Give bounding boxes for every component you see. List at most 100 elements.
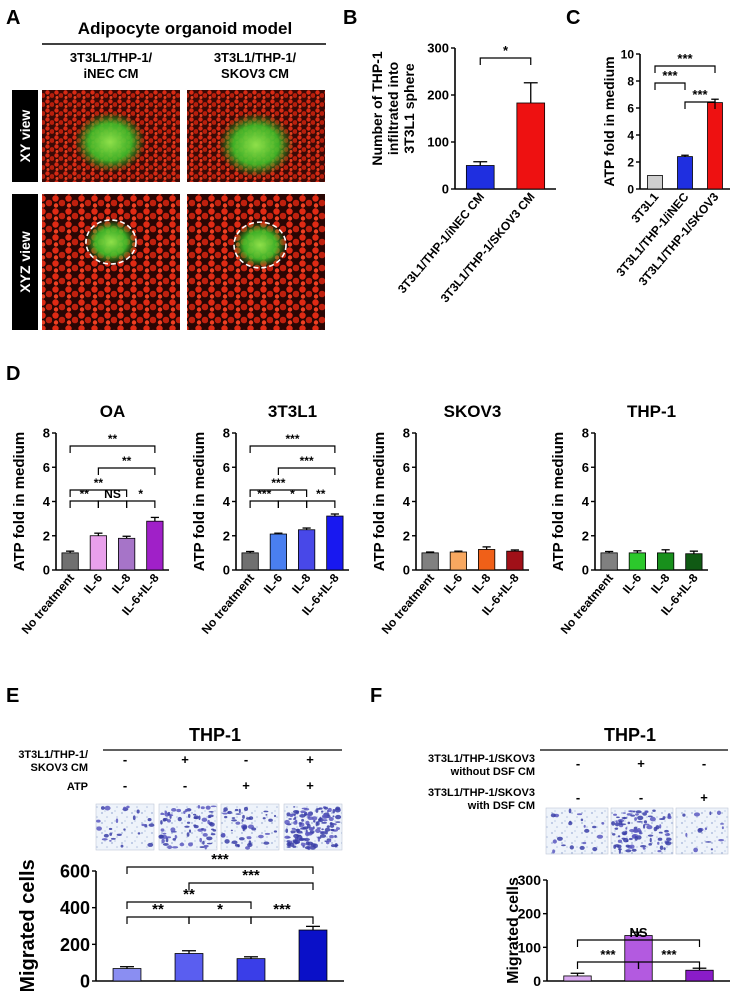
- condition-sign: -: [639, 790, 643, 805]
- significance-label: ***: [242, 867, 260, 884]
- significance-bracket: [126, 901, 252, 909]
- bar: [421, 552, 439, 571]
- y-axis-label: ATP fold in medium: [11, 432, 28, 571]
- significance-label: **: [80, 487, 90, 501]
- significance-bracket: [684, 101, 716, 109]
- condition-header: THP-1: [604, 725, 656, 745]
- bar: [516, 102, 546, 190]
- significance-label: *: [503, 43, 509, 58]
- panel-a-column-label: iNEC CM: [84, 66, 139, 81]
- y-axis-label: Migrated cells: [505, 877, 522, 984]
- significance-label: **: [183, 886, 195, 903]
- x-tick-label: 3T3L1/THP-1/SKOV3 CM: [438, 190, 538, 305]
- x-tick-label: IL-6: [441, 571, 466, 597]
- significance-label: **: [122, 454, 132, 468]
- panel-letter-a: A: [6, 7, 20, 29]
- panel-a-column-label: 3T3L1/THP-1/: [214, 50, 297, 65]
- y-axis-label: Number of THP-1: [369, 51, 385, 166]
- y-tick-label: 2: [403, 528, 410, 543]
- significance-label: ***: [300, 454, 314, 468]
- y-axis-label: ATP fold in medium: [191, 432, 208, 571]
- bar: [112, 968, 142, 982]
- significance-label: ***: [285, 432, 299, 446]
- y-axis-label: infiltrated into: [385, 62, 401, 155]
- x-tick-label: No treatment: [558, 571, 616, 637]
- bar: [707, 102, 723, 190]
- x-tick-label: IL-8: [469, 571, 494, 597]
- y-tick-label: 300: [427, 41, 449, 56]
- condition-sign: -: [123, 752, 127, 767]
- y-tick-label: 2: [223, 528, 230, 543]
- significance-bracket: [69, 445, 156, 453]
- significance-label: *: [290, 487, 295, 501]
- bar: [677, 156, 693, 190]
- bar: [298, 929, 328, 982]
- organoid-sphere: [232, 221, 288, 269]
- significance-bracket: [249, 500, 279, 508]
- bar: [685, 553, 703, 571]
- y-tick-label: 10: [621, 47, 635, 61]
- significance-label: ***: [662, 68, 678, 83]
- significance-label: *: [217, 901, 223, 918]
- condition-row-label: SKOV3 CM: [31, 762, 88, 774]
- chart-title: THP-1: [627, 402, 676, 421]
- condition-sign: -: [244, 752, 248, 767]
- condition-sign: -: [123, 778, 127, 793]
- y-tick-label: 400: [60, 898, 90, 918]
- significance-label: **: [94, 476, 104, 490]
- y-tick-label: 4: [43, 494, 51, 509]
- y-tick-label: 0: [43, 563, 50, 578]
- row-label-text: XY view: [17, 110, 33, 163]
- migration-micrograph: [158, 803, 218, 851]
- condition-sign: -: [702, 756, 706, 771]
- y-tick-label: 6: [43, 460, 50, 475]
- x-tick-label: 3T3L1/THP-1/iNEC CM: [395, 190, 487, 296]
- condition-sign: -: [576, 790, 580, 805]
- y-tick-label: 8: [223, 426, 230, 441]
- significance-bracket: [126, 866, 314, 874]
- significance-bracket: [97, 467, 156, 475]
- significance-bracket: [188, 916, 252, 924]
- sphere-outline: [85, 219, 137, 265]
- condition-sign: +: [637, 756, 645, 771]
- migration-micrograph: [220, 803, 280, 851]
- significance-label: NS: [104, 487, 121, 501]
- chart-C: 02468103T3L13T3L1/THP-1/iNEC3T3L1/THP-1/…: [601, 47, 730, 288]
- significance-bracket: [249, 489, 308, 497]
- y-tick-label: 6: [582, 460, 589, 475]
- significance-label: ***: [211, 851, 229, 868]
- bar: [478, 549, 496, 571]
- y-tick-label: 0: [627, 182, 634, 196]
- chart-title: OA: [100, 402, 126, 421]
- significance-bracket: [479, 57, 532, 65]
- bar: [449, 551, 467, 571]
- significance-label: NS: [629, 925, 647, 940]
- significance-label: ***: [600, 947, 616, 962]
- bar: [236, 958, 266, 982]
- bar: [298, 529, 316, 571]
- y-tick-label: 6: [627, 101, 634, 115]
- y-tick-label: 8: [582, 426, 589, 441]
- chart-F: 0 100 200 300 NS *** *** Migrated cells: [505, 872, 730, 989]
- significance-label: ***: [661, 947, 677, 962]
- significance-bracket: [126, 500, 156, 508]
- x-tick-label: IL-6: [81, 571, 106, 597]
- x-tick-label: No treatment: [19, 571, 77, 637]
- y-axis-label: Migrated cells: [17, 859, 39, 991]
- significance-bracket: [637, 961, 701, 969]
- y-tick-label: 4: [403, 494, 411, 509]
- migration-micrograph: [545, 807, 609, 855]
- significance-label: **: [108, 432, 118, 446]
- y-axis-label: ATP fold in medium: [550, 432, 567, 571]
- y-tick-label: 0: [442, 182, 449, 197]
- row-label-bar: [12, 194, 38, 330]
- y-tick-label: 600: [60, 861, 90, 881]
- condition-sign: +: [181, 752, 189, 767]
- bar: [628, 552, 646, 571]
- y-tick-label: 200: [518, 906, 542, 922]
- x-tick-label: IL-6: [261, 571, 286, 597]
